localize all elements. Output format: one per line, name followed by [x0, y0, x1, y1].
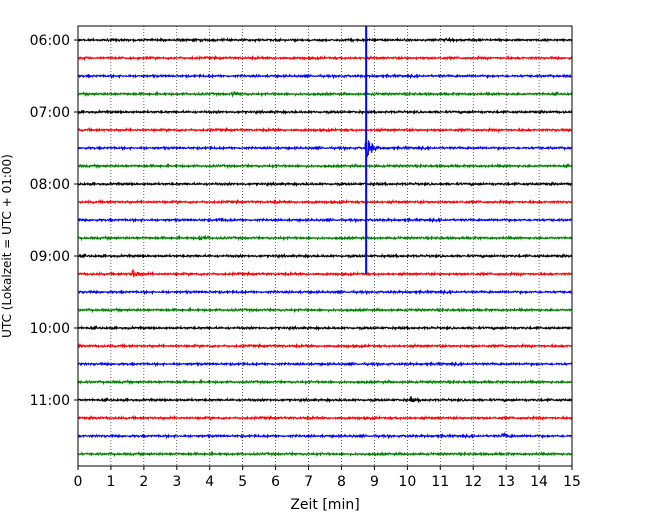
y-tick-label-5: 11:00: [30, 393, 70, 409]
x-tick-label-6: 6: [271, 474, 280, 490]
trace-0645: [77, 90, 573, 99]
x-tick-label-13: 13: [497, 474, 515, 490]
trace-1115: [77, 414, 573, 422]
trace-0730: [77, 140, 573, 158]
trace-0700: [77, 108, 573, 116]
trace-1030: [77, 360, 573, 368]
trace-0600: [77, 36, 573, 44]
trace-0815: [77, 198, 573, 206]
trace-0930: [77, 288, 573, 296]
y-axis-ticks: 06:00 07:00 08:00 09:00 10:00 11:00: [30, 33, 78, 409]
x-tick-label-12: 12: [464, 474, 482, 490]
x-axis-label: Zeit [min]: [290, 497, 359, 513]
trace-1145: [77, 450, 573, 458]
trace-group: [77, 36, 573, 458]
x-tick-label-14: 14: [530, 474, 548, 490]
y-axis-label: UTC (Lokalzeit = UTC + 01:00): [0, 154, 14, 338]
y-tick-label-2: 08:00: [30, 177, 70, 193]
x-tick-label-7: 7: [304, 474, 313, 490]
trace-1000: [77, 324, 573, 332]
trace-0745: [77, 162, 573, 170]
x-tick-label-11: 11: [431, 474, 449, 490]
x-tick-label-15: 15: [563, 474, 581, 490]
trace-0915: [77, 269, 573, 278]
x-tick-label-3: 3: [172, 474, 181, 490]
trace-1100: [77, 396, 573, 404]
trace-1045: [77, 378, 573, 386]
trace-0800: [77, 180, 573, 188]
trace-0830: [77, 216, 573, 224]
trace-0630: [77, 72, 573, 80]
trace-1015: [77, 342, 573, 350]
y-tick-label-0: 06:00: [30, 33, 70, 49]
y-tick-label-1: 07:00: [30, 105, 70, 121]
x-axis-ticks: 0 1 2 3 4 5 6 7 8 9 10 11 12 13 14 15: [74, 466, 581, 490]
x-tick-label-2: 2: [139, 474, 148, 490]
trace-0845: [77, 234, 573, 242]
x-tick-label-9: 9: [370, 474, 379, 490]
y-tick-label-4: 10:00: [30, 321, 70, 337]
trace-1130: [77, 431, 573, 440]
trace-0945: [77, 306, 573, 314]
trace-0900: [77, 252, 573, 260]
x-tick-label-1: 1: [106, 474, 115, 490]
plot-frame: [77, 25, 573, 467]
trace-0615: [77, 54, 573, 62]
y-tick-label-3: 09:00: [30, 249, 70, 265]
trace-0715: [77, 126, 573, 134]
x-tick-label-8: 8: [337, 474, 346, 490]
x-tick-label-4: 4: [205, 474, 214, 490]
x-tick-label-0: 0: [74, 474, 83, 490]
x-tick-label-10: 10: [398, 474, 416, 490]
x-tick-label-5: 5: [238, 474, 247, 490]
